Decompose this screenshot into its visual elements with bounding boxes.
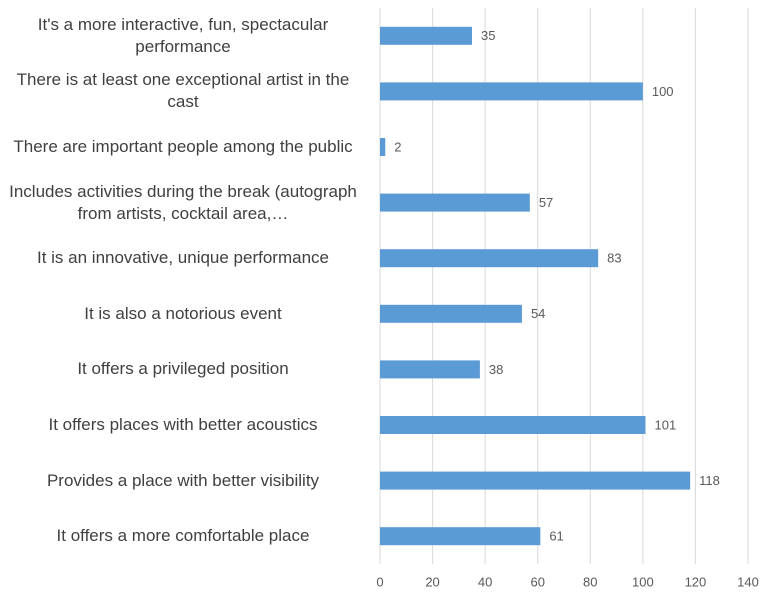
- data-label: 2: [394, 139, 401, 154]
- y-tick-label: It offers places with better acoustics: [48, 415, 318, 434]
- bar: [380, 26, 472, 45]
- bar: [380, 193, 530, 212]
- bar: [380, 249, 599, 268]
- bar: [380, 82, 643, 101]
- data-label: 57: [539, 195, 553, 210]
- y-tick-label: Includes activities during the break (au…: [9, 181, 357, 223]
- y-tick-label: It offers a more comfortable place: [56, 526, 310, 546]
- x-tick-label: 100: [632, 574, 654, 589]
- data-label: 54: [531, 306, 545, 321]
- x-tick-label: 40: [478, 574, 492, 589]
- x-tick-label: 20: [425, 574, 439, 589]
- bar: [380, 304, 522, 323]
- data-label: 100: [652, 84, 674, 99]
- data-label: 83: [607, 251, 621, 266]
- y-tick-label: It is also a notorious event: [84, 303, 282, 323]
- bar: [380, 527, 541, 546]
- y-tick-label: Provides a place with better visibility: [46, 470, 320, 490]
- data-label: 101: [654, 417, 676, 432]
- data-label: 118: [699, 473, 720, 488]
- x-tick-label: 120: [685, 574, 707, 589]
- bar: [380, 360, 480, 379]
- data-label: 35: [481, 28, 495, 43]
- x-tick-label: 140: [737, 574, 759, 589]
- x-tick-label: 80: [583, 574, 597, 589]
- data-label: 38: [489, 362, 503, 377]
- y-tick-label: There is at least one exceptional artist…: [16, 70, 350, 112]
- y-tick-label: It is an innovative, unique performance: [36, 248, 329, 268]
- bar: [380, 471, 691, 490]
- x-tick-label: 60: [530, 574, 544, 589]
- y-tick-label: It's a more interactive, fun, spectacula…: [37, 14, 329, 56]
- data-label: 61: [549, 529, 563, 544]
- bar: [380, 138, 386, 156]
- y-tick-label: It offers a privileged position: [77, 359, 289, 379]
- bar: [380, 416, 646, 434]
- y-tick-label: There are important people among the pub…: [13, 137, 353, 156]
- x-tick-label: 0: [376, 574, 383, 589]
